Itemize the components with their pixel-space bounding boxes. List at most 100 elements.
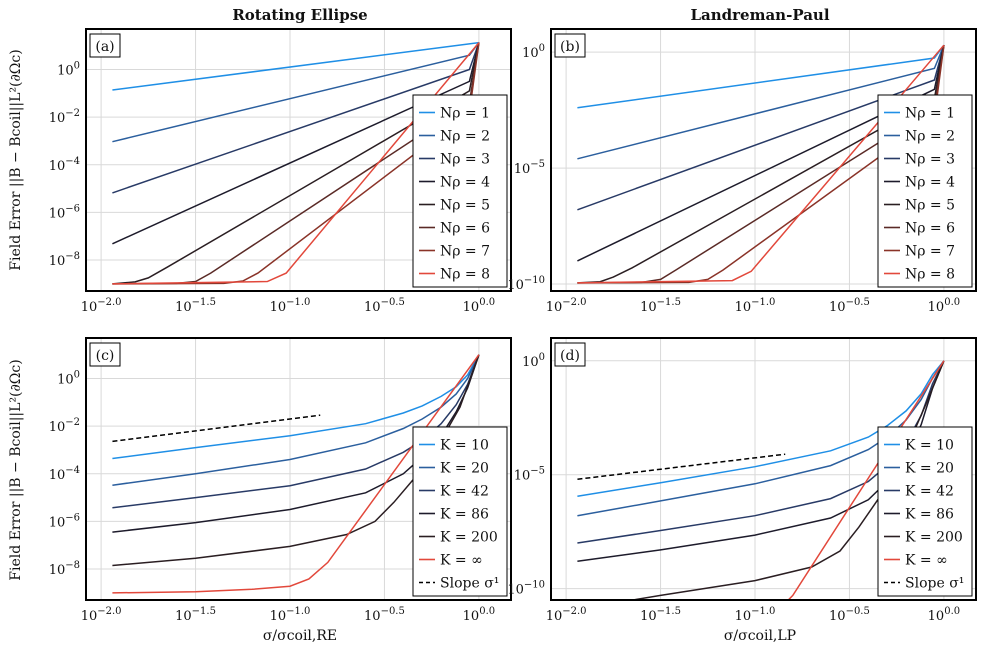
y-tick-label: 100 <box>522 43 545 61</box>
plot-frame <box>85 28 512 292</box>
y-tick-label: 100 <box>522 352 545 370</box>
legend-entry: Slope σ¹ <box>905 576 964 592</box>
panel-b: 10−2.0 10−1.5 10−1.0 10−0.5 100.0 10−10 10−5 10… <box>507 28 977 315</box>
legend-entry: Nρ = 5 <box>440 198 490 214</box>
x-tick-label: 10−0.5 <box>829 297 870 315</box>
y-tick-label: 10−6 <box>49 512 80 530</box>
series-line-2 <box>577 44 945 160</box>
series-line-5 <box>112 42 480 285</box>
x-tick-label: 10−1.0 <box>270 297 311 315</box>
legend-entry: K = 200 <box>905 530 963 546</box>
panel-label-box <box>89 33 121 58</box>
y-tick-label: 10−4 <box>49 156 80 174</box>
panel-label-box <box>554 33 586 58</box>
x-tick-label: 10−1.0 <box>735 297 776 315</box>
x-tick-label: 10−1.0 <box>270 606 311 624</box>
series-line-1 <box>112 41 479 91</box>
legend-entry: Nρ = 6 <box>905 221 955 237</box>
legend-entry: Nρ = 8 <box>440 267 490 283</box>
y-tick-label: 10−6 <box>49 203 80 221</box>
legend-entry: K = 42 <box>440 484 489 500</box>
legend-entry: Nρ = 1 <box>440 106 490 122</box>
x-tick-label: 100.0 <box>463 297 495 315</box>
legend-entry: Nρ = 7 <box>905 244 955 260</box>
legend-entry: K = 10 <box>440 438 489 454</box>
x-tick-label: 10−1.5 <box>175 297 216 315</box>
y-tick-label: 10−5 <box>514 159 545 177</box>
y-tick-label: 10−2 <box>49 417 80 435</box>
col-title-right: Landreman-Paul <box>690 6 829 24</box>
panel-label-box <box>89 342 121 367</box>
x-tick-label: 10−0.5 <box>829 606 870 624</box>
series-line-8 <box>577 44 945 284</box>
plot-frame <box>85 337 512 601</box>
series-line-5 <box>112 354 480 567</box>
legend-entry: K = 20 <box>905 461 954 477</box>
x-tick-label: 100.0 <box>928 606 960 624</box>
legend-entry: K = 10 <box>905 438 954 454</box>
legend-entry: Nρ = 3 <box>905 152 955 168</box>
legend-entry: Nρ = 1 <box>905 106 955 122</box>
panel-label: (b) <box>560 39 580 55</box>
y-tick-label: 100 <box>57 369 80 387</box>
legend-entry: K = ∞ <box>905 553 948 569</box>
legend-entry: K = ∞ <box>440 553 483 569</box>
x-tick-label: 10−1.5 <box>640 297 681 315</box>
x-tick-label: 10−1.5 <box>175 606 216 624</box>
legend-entry: Nρ = 6 <box>440 221 490 237</box>
legend-box <box>877 94 973 288</box>
y-tick-label: 10−4 <box>49 465 80 483</box>
legend-entry: Nρ = 5 <box>905 198 955 214</box>
legend-box <box>412 94 508 288</box>
ylabel-bottom: Field Error ||B − Bcoil||L²(∂Ωc) <box>8 359 24 580</box>
legend-entry: K = 200 <box>440 530 498 546</box>
series-line-3 <box>112 42 480 194</box>
legend-entry: K = 42 <box>905 484 954 500</box>
series-line-6 <box>787 360 945 600</box>
panel-c: 10−2.0 10−1.5 10−1.0 10−0.5 100.0 10−8 10−6 10−… <box>49 337 512 624</box>
x-tick-label: 100.0 <box>463 606 495 624</box>
y-tick-label: 10−5 <box>514 466 545 484</box>
panel-label-box <box>554 342 586 367</box>
legend-entry: K = 20 <box>440 461 489 477</box>
slope-reference-line <box>577 453 786 480</box>
x-tick-label: 10−2.0 <box>81 297 122 315</box>
legend-entry: Slope σ¹ <box>440 576 499 592</box>
y-tick-label: 10−10 <box>507 580 545 598</box>
legend-entry: K = 86 <box>905 507 954 523</box>
panel-label: (a) <box>95 39 114 55</box>
x-tick-label: 10−0.5 <box>364 297 405 315</box>
series-line-2 <box>112 354 480 486</box>
y-tick-label: 10−2 <box>49 108 80 126</box>
x-tick-label: 10−2.0 <box>546 297 587 315</box>
legend-entry: Nρ = 2 <box>905 129 955 145</box>
legend-entry: K = 86 <box>440 507 489 523</box>
legend-entry: Nρ = 7 <box>440 244 490 260</box>
legend-entry: Nρ = 8 <box>905 267 955 283</box>
legend-entry: Nρ = 4 <box>440 175 490 191</box>
xlabel-left: σ/σcoil,RE <box>263 628 337 644</box>
panel-label: (c) <box>96 348 115 364</box>
panel-d: 10−2.0 10−1.5 10−1.0 10−0.5 100.0 10−10 10−5 10… <box>507 337 977 624</box>
ylabel-top: Field Error ||B − Bcoil||L²(∂Ωc) <box>8 49 24 270</box>
xlabel-right: σ/σcoil,LP <box>724 628 796 644</box>
x-tick-label: 10−1.5 <box>640 606 681 624</box>
x-tick-label: 10−1.0 <box>735 606 776 624</box>
x-tick-label: 10−2.0 <box>81 606 122 624</box>
legend-entry: Nρ = 3 <box>440 152 490 168</box>
col-title-left: Rotating Ellipse <box>232 6 367 24</box>
plot-frame <box>550 28 977 292</box>
series-line-1 <box>112 354 480 460</box>
x-tick-label: 10−2.0 <box>546 606 587 624</box>
legend-entry: Nρ = 2 <box>440 129 490 145</box>
x-tick-label: 100.0 <box>928 297 960 315</box>
legend-box <box>412 426 508 597</box>
series-line-8 <box>112 42 480 285</box>
x-tick-label: 10−0.5 <box>364 606 405 624</box>
y-tick-label: 10−8 <box>49 560 80 578</box>
plot-frame <box>550 337 977 601</box>
y-tick-label: 10−8 <box>49 251 80 269</box>
series-line-6 <box>112 354 480 594</box>
y-tick-label: 100 <box>57 60 80 78</box>
slope-reference-line <box>112 414 321 443</box>
